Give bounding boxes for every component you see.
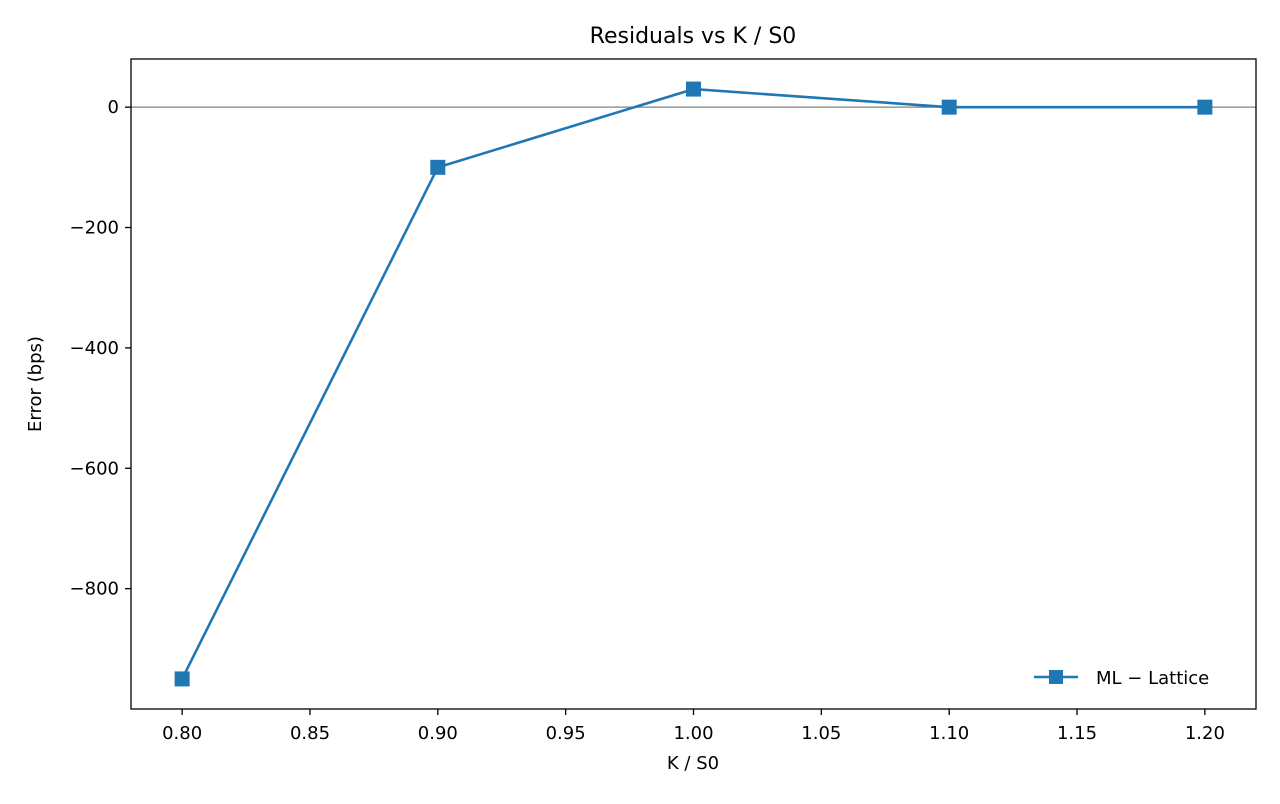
legend-label: ML − Lattice <box>1096 668 1209 689</box>
chart-title: Residuals vs K / S0 <box>590 24 797 49</box>
plot-area-frame <box>130 58 1257 710</box>
x-tick-label: 0.95 <box>546 723 586 744</box>
x-axis-label: K / S0 <box>667 753 719 774</box>
x-tick-label: 0.85 <box>290 723 330 744</box>
x-tick-label: 1.15 <box>1057 723 1097 744</box>
y-tick-label: −600 <box>70 458 119 479</box>
data-point-marker <box>430 159 446 175</box>
data-point-marker <box>686 81 701 97</box>
series-layer <box>174 81 1213 687</box>
y-tick-label: 0 <box>108 97 119 118</box>
y-tick-label: −800 <box>70 579 119 600</box>
y-tick-label: −400 <box>70 338 119 359</box>
y-axis-ticks: −800 −600 −400 −200 0 <box>70 97 131 600</box>
x-tick-label: 0.90 <box>418 723 458 744</box>
legend-square-marker <box>1049 670 1063 684</box>
legend: ML − Lattice <box>1034 668 1209 689</box>
y-axis-label: Error (bps) <box>25 336 46 432</box>
data-point-marker <box>941 99 957 115</box>
x-tick-label: 1.10 <box>929 723 969 744</box>
x-tick-label: 1.20 <box>1185 723 1225 744</box>
x-axis-ticks: 0.80 0.85 0.90 0.95 1.00 1.05 1.10 1.15 1.20 <box>162 709 1225 744</box>
x-tick-label: 1.05 <box>801 723 841 744</box>
y-tick-label: −200 <box>70 218 119 239</box>
data-point-marker <box>1197 99 1213 115</box>
x-tick-label: 1.00 <box>673 723 713 744</box>
x-tick-label: 0.80 <box>162 723 202 744</box>
data-point-marker <box>174 671 190 687</box>
